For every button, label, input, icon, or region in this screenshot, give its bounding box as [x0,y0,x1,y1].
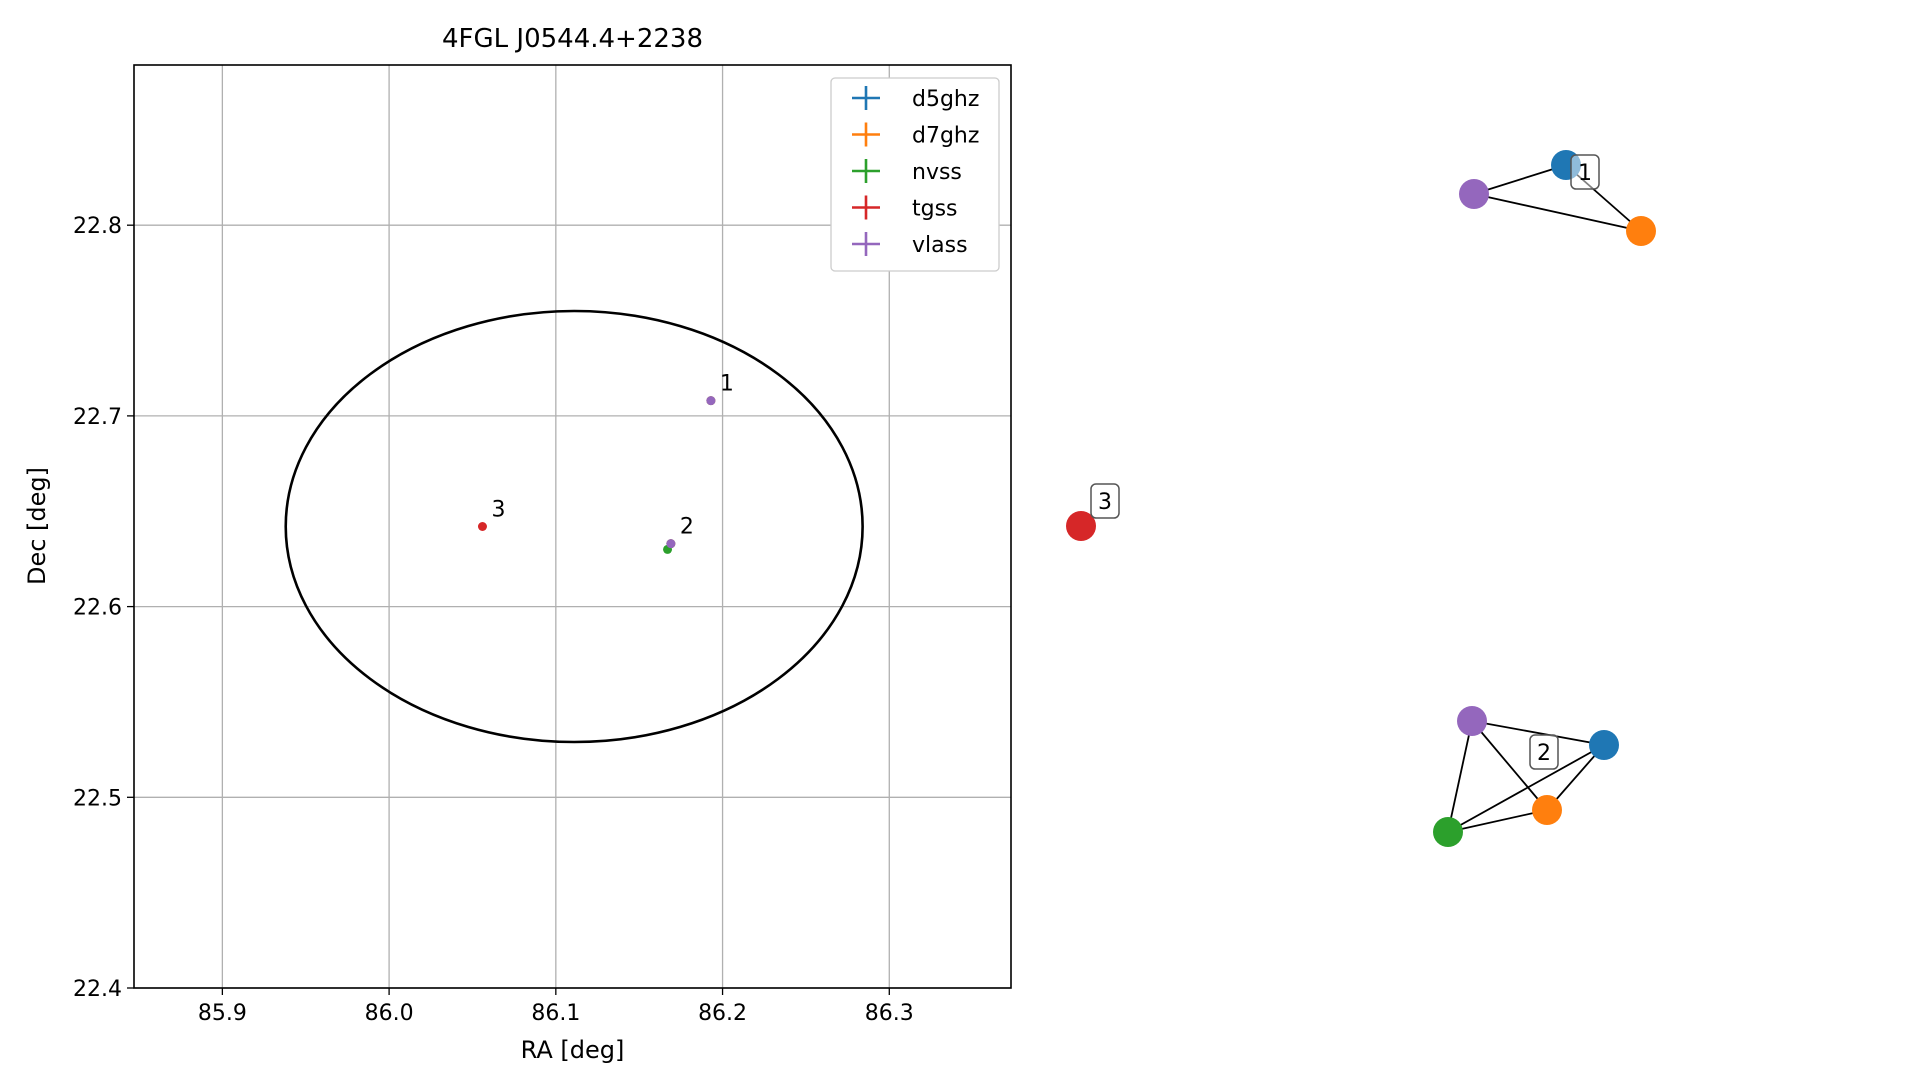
network-node-tgss [1066,511,1096,541]
network-node-vlass [1459,179,1489,209]
point-annotations: 1 2 3 [491,372,733,540]
network-group-labels: 1 2 3 [1090,154,1600,770]
localization-ellipse [284,309,864,744]
network-edge [1473,193,1642,232]
localization-ellipse-layer [284,309,864,744]
legend-item-d7ghz: d7ghz [852,122,979,149]
network-edge [1447,809,1548,833]
network-edge [1473,164,1567,195]
legend: d5ghz d7ghz nvss tgss vlass [830,77,1000,272]
y-tick-label: 22.6 [73,596,122,621]
x-tick-label: 85.9 [198,1001,247,1026]
legend-box [830,77,1000,272]
legend-item-vlass: vlass [852,232,968,258]
network-node-d7ghz [1532,795,1562,825]
network-panel: 1 2 3 [1066,150,1656,847]
network-nodes [1066,150,1656,847]
legend-item-nvss: nvss [852,159,962,185]
legend-label: d7ghz [912,124,979,149]
network-group-label-text: 3 [1098,490,1112,515]
network-group-label: 2 [1529,734,1559,770]
legend-label: nvss [912,160,962,185]
chart-title: 4FGL J0544.4+2238 [442,24,703,54]
point-tgss [477,522,487,531]
annotation-label: 1 [720,372,734,397]
network-group-label-box [1529,734,1559,770]
x-tick-label: 86.0 [365,1001,414,1026]
legend-items: d5ghz d7ghz nvss tgss vlass [852,86,979,258]
network-node-nvss [1433,817,1463,847]
network-group-label-box [1570,154,1600,190]
axes-frame [133,64,1012,989]
x-tick-label: 86.3 [865,1001,914,1026]
network-group-label-text: 1 [1578,161,1592,186]
legend-item-tgss: tgss [852,195,958,222]
network-node-vlass [1457,706,1487,736]
annotation-label: 3 [491,498,505,523]
y-axis-label: Dec [deg] [23,467,51,585]
x-tick-label: 86.1 [531,1001,580,1026]
legend-item-d5ghz: d5ghz [852,86,979,112]
network-group-label-box [1090,483,1120,519]
y-tick-label: 22.8 [73,214,122,239]
network-group-label: 3 [1090,483,1120,519]
network-edge [1471,720,1605,746]
x-axis-label: RA [deg] [521,1036,625,1064]
x-tick-label: 86.2 [698,1001,747,1026]
point-vlass [666,539,676,549]
network-node-d5ghz [1589,730,1619,760]
network-edge [1447,744,1605,833]
data-points [477,396,716,554]
network-node-d7ghz [1626,216,1656,246]
network-edge [1471,720,1548,811]
scatter-panel: 1 2 3 85.9 86.0 86.1 86.2 86.3 22.4 22.5 22.6 22.7… [23,24,1012,1064]
point-vlass [706,396,716,406]
network-edge [1447,720,1473,833]
legend-label: tgss [912,197,958,222]
y-tick-label: 22.5 [73,786,122,811]
legend-label: d5ghz [912,87,979,112]
network-group-label: 1 [1570,154,1600,190]
y-tick-label: 22.7 [73,405,122,430]
legend-label: vlass [912,233,968,258]
axis-ticks: 85.9 86.0 86.1 86.2 86.3 22.4 22.5 22.6 22.7 22.8 [73,214,914,1026]
y-tick-label: 22.4 [73,977,122,1002]
network-group-label-text: 2 [1537,741,1551,766]
annotation-label: 2 [680,515,694,540]
